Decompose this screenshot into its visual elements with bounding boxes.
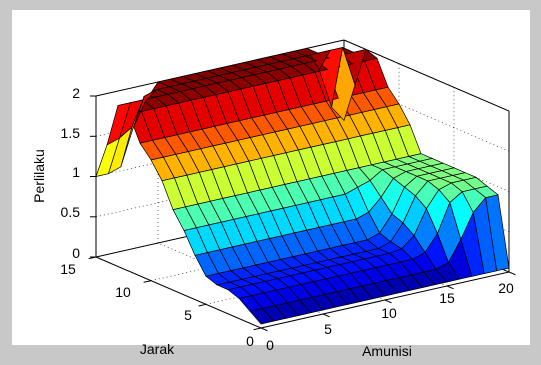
y-tick-label: 5	[184, 307, 192, 323]
y-tick-label: 15	[60, 261, 76, 277]
x-tick-label: 20	[498, 280, 514, 296]
x-tick-label: 5	[324, 321, 332, 337]
z-tick-label: 0.5	[61, 204, 81, 220]
x-tick-label: 10	[381, 305, 397, 321]
x-tick-labels: 0 5 10 15 20	[266, 280, 514, 353]
x-tick-mark	[322, 313, 330, 318]
y-tick-mark	[143, 280, 152, 283]
x-tick-mark	[260, 327, 268, 332]
x-tick-mark	[446, 285, 454, 290]
surface-facet	[95, 137, 120, 177]
axis-edge	[343, 39, 510, 112]
z-axis-label: Perlilaku	[31, 149, 47, 203]
x-axis-label: Amunisi	[362, 343, 412, 359]
z-tick-label: 1	[72, 164, 80, 180]
x-tick-mark	[508, 271, 516, 276]
y-axis-label: Jarak	[140, 341, 175, 357]
x-tick-label: 0	[266, 337, 274, 353]
z-tick-label: 2	[72, 85, 80, 101]
z-tick-label: 0	[72, 245, 80, 261]
y-axis-line	[95, 256, 262, 329]
z-tick-label: 1.5	[61, 125, 81, 141]
surface-mesh	[95, 46, 510, 325]
y-tick-mark	[198, 303, 207, 307]
x-tick-label: 15	[439, 290, 455, 306]
y-tick-label: 0	[246, 333, 254, 349]
x-tick-mark	[384, 299, 392, 304]
y-tick-label: 10	[115, 284, 131, 300]
z-tick-labels: 0 0.5 1 1.5 2	[61, 85, 81, 261]
tick-marks	[88, 95, 516, 332]
y-tick-mark	[253, 327, 262, 331]
y-tick-labels: 0 5 10 15	[60, 261, 254, 349]
